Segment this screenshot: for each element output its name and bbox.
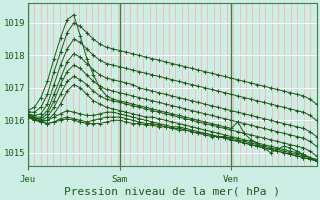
X-axis label: Pression niveau de la mer( hPa ): Pression niveau de la mer( hPa ): [64, 187, 280, 197]
